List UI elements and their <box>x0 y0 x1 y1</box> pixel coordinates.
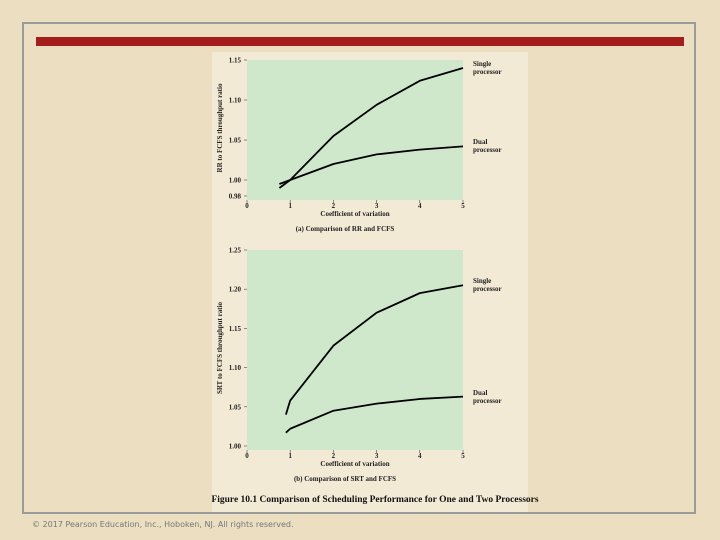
y-tick-label: 1.25 <box>229 247 242 255</box>
y-tick-label: 0.98 <box>229 193 242 201</box>
plot-area <box>247 60 463 200</box>
y-tick-label: 1.00 <box>229 177 242 185</box>
chart-subtitle: (a) Comparison of RR and FCFS <box>296 225 395 233</box>
x-tick-label: 3 <box>375 452 379 460</box>
y-tick-label: 1.15 <box>229 57 242 65</box>
series-label: Dual processor <box>473 138 502 155</box>
y-axis-label: RR to FCFS throughput ratio <box>216 83 224 172</box>
x-tick-label: 2 <box>332 202 336 210</box>
x-tick-label: 0 <box>245 202 249 210</box>
y-tick-label: 1.15 <box>229 325 242 333</box>
x-axis-label: Coefficient of variation <box>320 210 389 218</box>
y-axis-label: SRT to FCFS throughput ratio <box>216 301 224 394</box>
x-tick-label: 4 <box>418 202 422 210</box>
figure-caption: Figure 10.1 Comparison of Scheduling Per… <box>211 495 539 505</box>
series-label: Single processor <box>473 277 502 294</box>
y-tick-label: 1.05 <box>229 137 242 145</box>
x-tick-label: 3 <box>375 202 379 210</box>
series-line <box>285 395 464 434</box>
x-tick-label: 4 <box>418 452 422 460</box>
y-tick-label: 1.10 <box>229 97 242 105</box>
x-axis-label: Coefficient of variation <box>320 460 389 468</box>
x-tick-label: 5 <box>461 452 465 460</box>
copyright: © 2017 Pearson Education, Inc., Hoboken,… <box>32 520 294 529</box>
plot-area <box>247 250 463 450</box>
y-tick-label: 1.00 <box>229 443 242 451</box>
series-line <box>285 284 464 415</box>
y-tick-label: 1.10 <box>229 364 242 372</box>
series-line <box>279 145 464 185</box>
x-tick-label: 0 <box>245 452 249 460</box>
y-tick-label: 1.05 <box>229 403 242 411</box>
series-label: Single processor <box>473 60 502 76</box>
x-tick-label: 2 <box>332 452 336 460</box>
x-tick-label: 1 <box>288 452 292 460</box>
title-bar <box>36 37 684 46</box>
slide-frame <box>22 22 696 514</box>
chart-subtitle: (b) Comparison of SRT and FCFS <box>294 475 396 483</box>
x-tick-label: 1 <box>288 202 292 210</box>
series-label: Dual processor <box>473 388 502 405</box>
y-tick-label: 1.20 <box>229 286 242 294</box>
x-tick-label: 5 <box>461 202 465 210</box>
